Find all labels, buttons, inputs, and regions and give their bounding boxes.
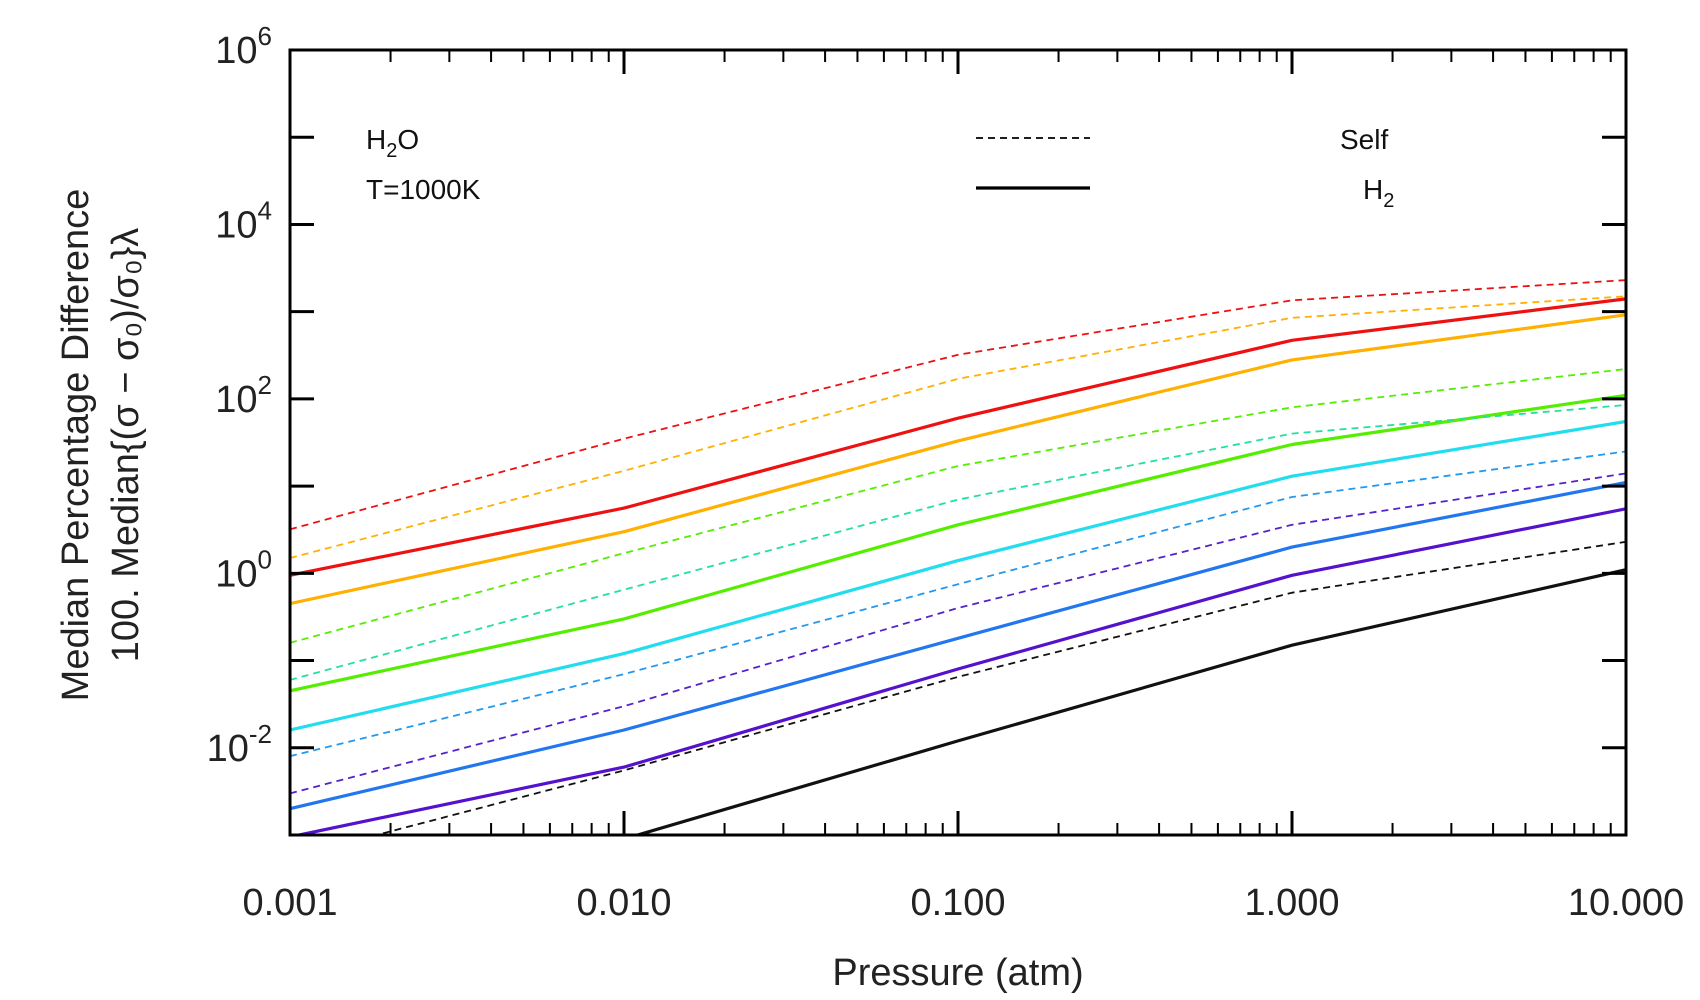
y-axis-title-line2: 100. Median{(σ − σ₀)/σ₀}λ <box>105 228 147 663</box>
series-line-7-dashed <box>290 404 1626 681</box>
series-line-8-solid <box>290 419 1626 732</box>
legend-label-h2: H2 <box>1363 174 1394 212</box>
series-line-6-solid <box>290 393 1626 693</box>
series-line-4-solid <box>290 313 1626 606</box>
series-layer <box>290 279 1626 835</box>
x-tick-label: 0.100 <box>910 882 1005 924</box>
x-tick-label: 10.000 <box>1568 882 1684 924</box>
series-line-3-dashed <box>290 295 1626 559</box>
series-line-1-dashed <box>290 279 1626 531</box>
species-annotation: H2O <box>366 124 419 162</box>
legend: Self H2 <box>976 124 1394 212</box>
series-line-10-solid <box>290 480 1626 811</box>
x-tick-label: 0.001 <box>242 882 337 924</box>
legend-label-self: Self <box>1340 124 1388 155</box>
series-line-13-dashed <box>373 540 1626 835</box>
series-line-11-dashed <box>290 472 1626 795</box>
y-tick-label: 104 <box>215 195 272 246</box>
y-tick-label: 10-2 <box>207 719 272 770</box>
y-tick-label: 102 <box>215 370 272 421</box>
x-axis-title: Pressure (atm) <box>832 952 1083 994</box>
x-axis-ticks: 0.001 0.010 0.100 1.000 10.000 <box>242 50 1684 924</box>
y-axis-title-line1: Median Percentage Difference <box>55 189 97 702</box>
series-line-2-solid <box>290 297 1626 577</box>
temperature-annotation: T=1000K <box>366 174 481 205</box>
x-tick-label: 1.000 <box>1244 882 1339 924</box>
series-line-9-dashed <box>290 450 1626 758</box>
y-tick-label: 100 <box>215 544 272 595</box>
y-tick-label: 106 <box>215 21 272 72</box>
series-line-14-solid <box>631 568 1626 835</box>
series-line-5-dashed <box>290 368 1626 644</box>
x-tick-label: 0.010 <box>576 882 671 924</box>
series-line-12-solid <box>291 507 1626 835</box>
y-axis-ticks: 10-2 100 102 104 106 <box>207 21 1626 837</box>
